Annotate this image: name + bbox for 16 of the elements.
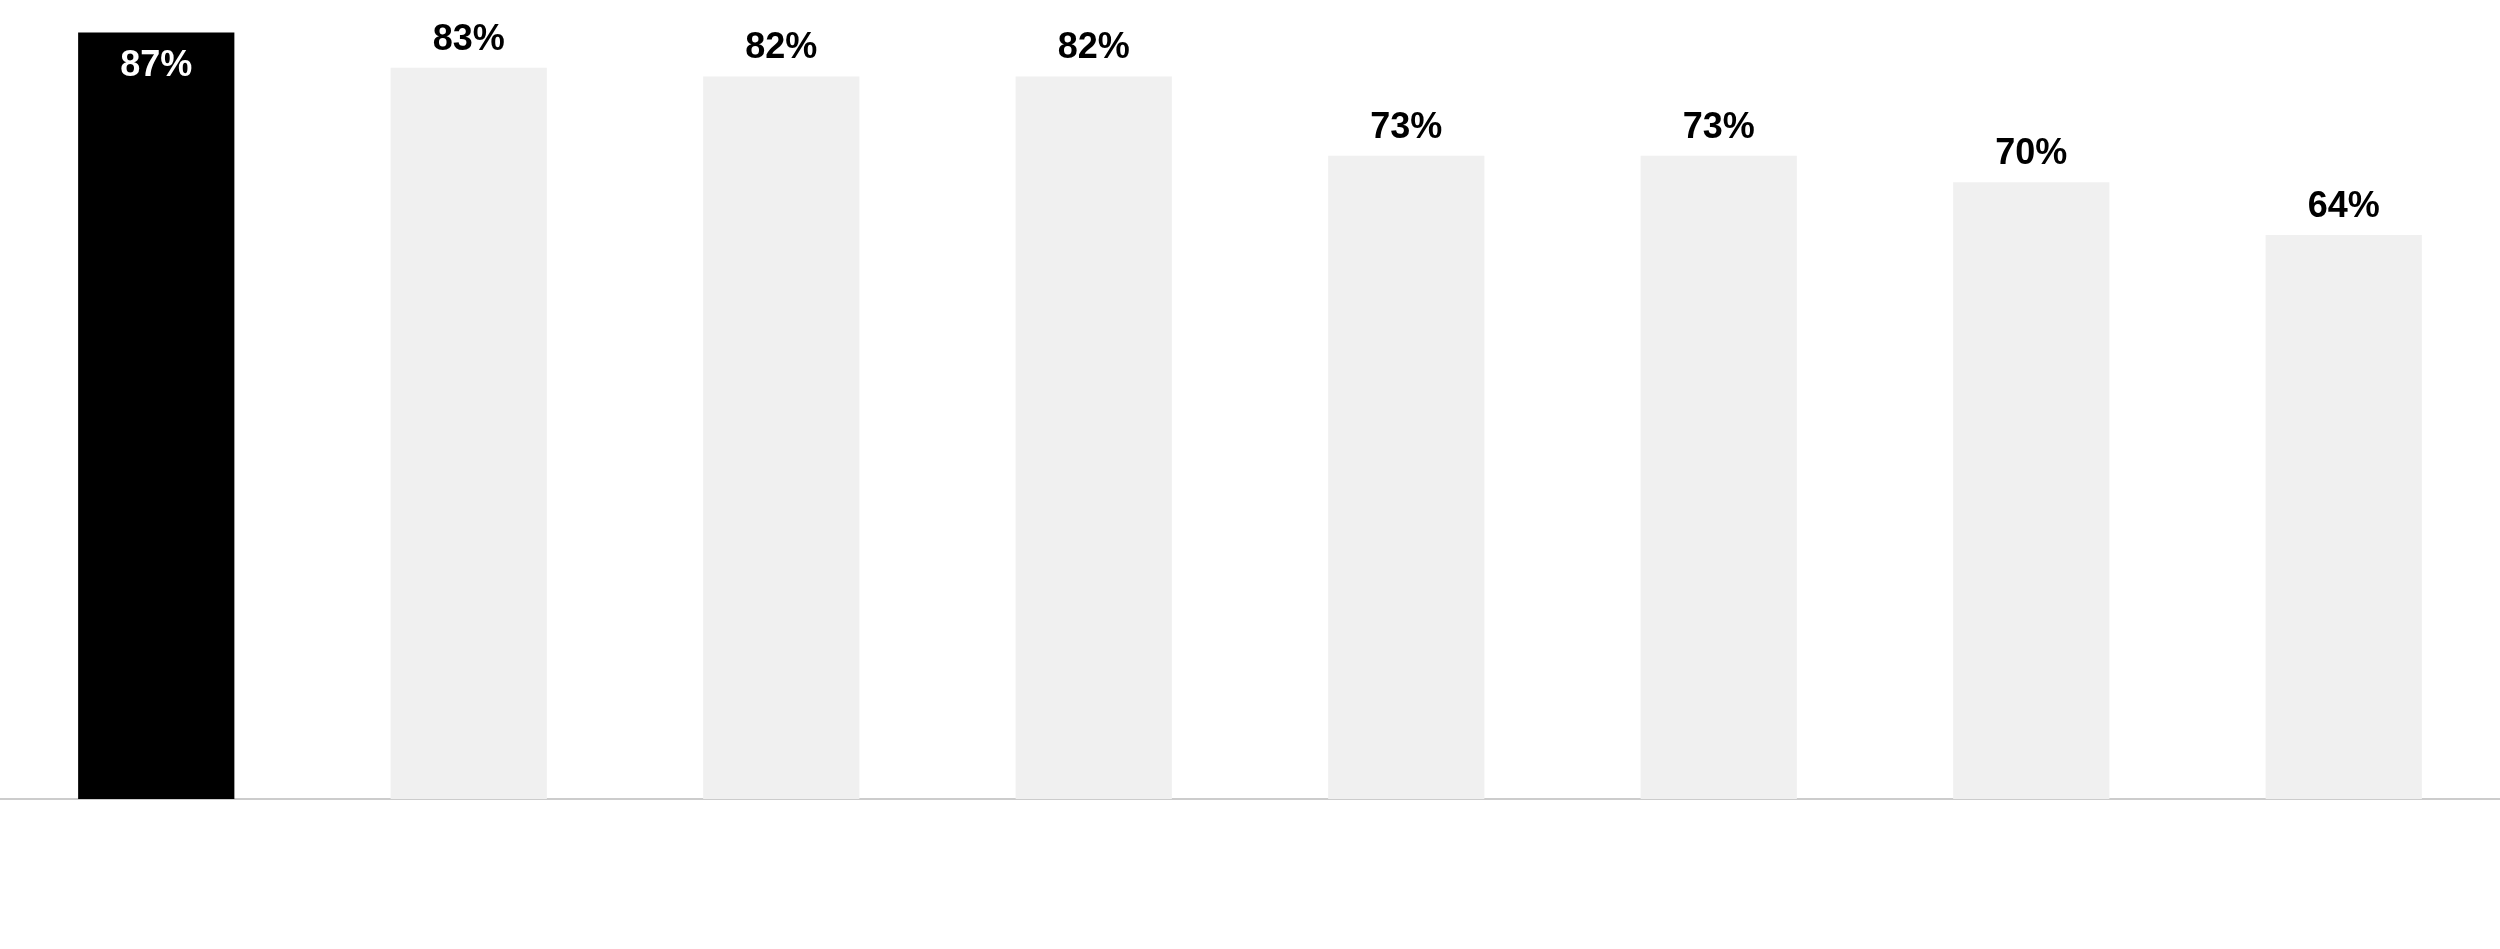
bar <box>78 32 235 799</box>
bar <box>1015 76 1172 799</box>
data-label: 64% <box>2307 184 2380 226</box>
data-label: 70% <box>1995 131 2068 173</box>
bar <box>1953 182 2110 799</box>
bar <box>1640 155 1797 799</box>
bar <box>390 67 547 799</box>
data-label: 87% <box>120 43 193 85</box>
data-label: 73% <box>1370 104 1443 146</box>
bar <box>703 76 860 799</box>
data-label: 73% <box>1682 104 1755 146</box>
data-label: 82% <box>1057 25 1130 67</box>
data-label: 83% <box>432 16 505 58</box>
data-label: 82% <box>745 25 818 67</box>
bar <box>1328 155 1485 799</box>
bar <box>2265 235 2422 799</box>
